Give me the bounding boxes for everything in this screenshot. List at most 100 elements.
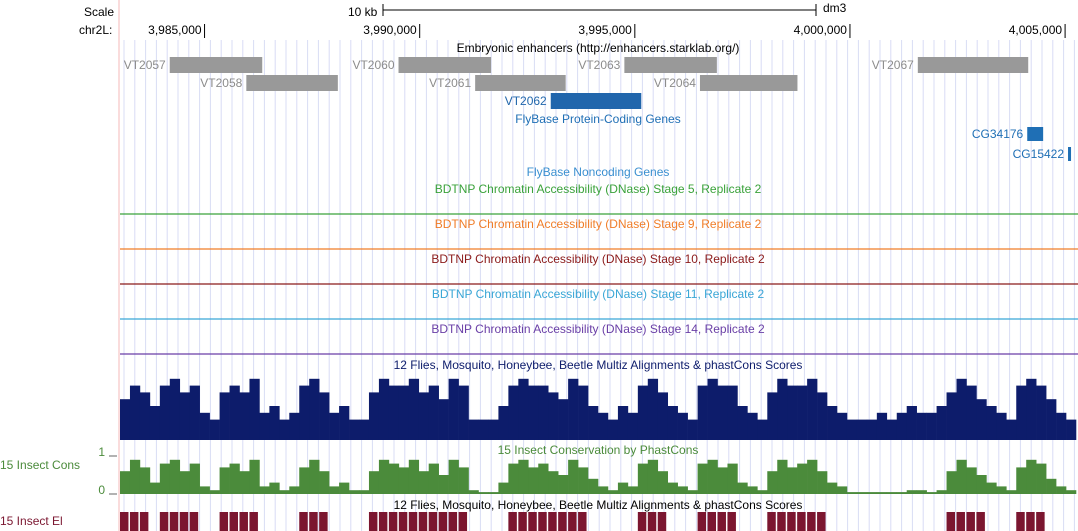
enhancer-label: VT2060 (352, 58, 394, 72)
multiz-bar (129, 385, 141, 440)
element-block (129, 512, 139, 531)
element-block (568, 512, 577, 531)
phastcons-bar (956, 459, 967, 494)
element-block (189, 512, 199, 531)
enhancer-label: VT2067 (872, 58, 914, 72)
element-block (408, 512, 418, 531)
element-block (428, 512, 438, 531)
phastcons-bar (767, 471, 778, 494)
element-block (817, 512, 826, 531)
phastcons-bar (279, 490, 290, 494)
multiz-bar (568, 378, 579, 440)
ruler-tick-label: 4,000,000 (794, 23, 848, 37)
scale-bar-label: 10 kb (348, 5, 378, 19)
enhancer-feature (624, 57, 717, 73)
phastcons-bar (717, 467, 728, 494)
scale-label: Scale (84, 5, 114, 19)
phastcons-bar (159, 463, 171, 494)
multiz-bar (986, 406, 997, 440)
phastcons-bar (458, 467, 469, 494)
ruler-tick-label: 3,985,000 (148, 23, 202, 37)
phastcons-bar (478, 492, 489, 494)
multiz-bar (637, 385, 649, 440)
multiz-bar (269, 406, 280, 440)
element-block (368, 512, 378, 531)
track-title: BDTNP Chromatin Accessibility (DNase) St… (431, 252, 765, 266)
phastcons-bar (617, 482, 629, 494)
multiz-bar (966, 385, 977, 440)
phastcons-bar (418, 471, 430, 494)
multiz-bar (578, 385, 589, 440)
phastcons-bar (727, 463, 738, 494)
track-title: BDTNP Chromatin Accessibility (DNase) St… (435, 182, 762, 196)
phastcons-bar (1016, 467, 1027, 494)
track-title: 15 Insect Conservation by PhastCons (498, 443, 699, 457)
multiz-bar (707, 378, 718, 440)
track-title: BDTNP Chromatin Accessibility (DNase) St… (432, 287, 765, 301)
multiz-bar (388, 385, 400, 440)
gene (1027, 127, 1044, 141)
element-block (309, 512, 318, 531)
multiz-bar (349, 419, 360, 440)
element-block (797, 512, 806, 531)
element-block (1016, 512, 1025, 531)
multiz-bar (717, 385, 728, 440)
element-block (1036, 512, 1045, 531)
element-block (239, 512, 248, 531)
y-tick-label: 1 (98, 445, 105, 459)
element-block (299, 512, 308, 531)
phastcons-bar (856, 492, 868, 494)
element-block (418, 512, 428, 531)
element-block (438, 512, 448, 531)
multiz-bar (1036, 385, 1047, 440)
multiz-bar (239, 392, 250, 440)
multiz-bar (428, 385, 439, 440)
phastcons-bar (787, 467, 798, 494)
multiz-bar (737, 406, 748, 440)
track-title: 12 Flies, Mosquito, Honeybee, Beetle Mul… (394, 358, 803, 372)
element-block (707, 512, 717, 531)
phastcons-bar (319, 471, 330, 494)
phastcons-bar (598, 486, 609, 494)
phastcons-bar (837, 486, 848, 494)
ruler-tick-label: 3,990,000 (363, 23, 417, 37)
phastcons-bar (667, 482, 678, 494)
side-label: 15 Insect Cons (0, 458, 80, 472)
phastcons-bar (657, 471, 669, 494)
multiz-bar (647, 378, 659, 440)
multiz-bar (299, 385, 310, 440)
multiz-bar (209, 419, 220, 440)
ruler-tick-label: 4,005,000 (1009, 23, 1063, 37)
phastcons-bar (538, 463, 549, 494)
enhancer-label: VT2057 (124, 58, 166, 72)
multiz-bar (319, 392, 330, 440)
phastcons-bar (578, 467, 589, 494)
phastcons-bar (179, 471, 191, 494)
element-block (777, 512, 786, 531)
phastcons-bar (309, 459, 320, 494)
phastcons-bar (299, 467, 310, 494)
multiz-bar (189, 385, 200, 440)
multiz-bar (339, 406, 350, 440)
enhancer-feature (169, 57, 263, 73)
phastcons-bar (568, 459, 579, 494)
phastcons-bar (548, 471, 559, 494)
element-block (508, 512, 517, 531)
phastcons-bar (368, 471, 380, 494)
multiz-bar (120, 399, 131, 440)
element-block (398, 512, 408, 531)
multiz-bar (926, 412, 937, 440)
phastcons-bar (398, 467, 410, 494)
phastcons-bar (139, 467, 151, 494)
multiz-bar (767, 392, 778, 440)
multiz-bar (448, 378, 459, 440)
element-block (558, 512, 567, 531)
multiz-bar (538, 385, 549, 440)
phastcons-bar (269, 482, 280, 494)
multiz-bar (159, 385, 171, 440)
multiz-bar (667, 406, 678, 440)
phastcons-bar (408, 459, 420, 494)
element-block (219, 512, 229, 531)
multiz-bar (886, 419, 898, 440)
element-block (458, 512, 468, 531)
